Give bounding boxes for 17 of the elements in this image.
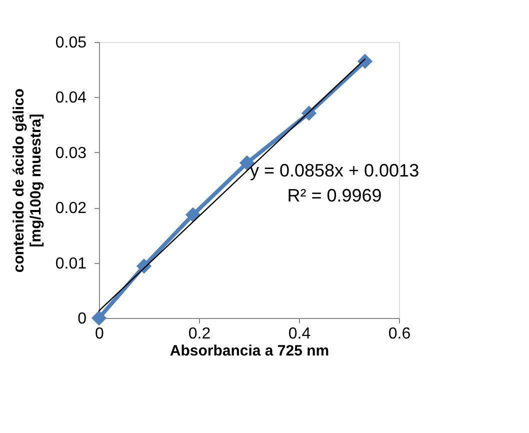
y-tick-label: 0 [78, 310, 87, 328]
y-tick-label: 0.04 [55, 90, 87, 107]
annotation: R² = 0.9969 [287, 186, 382, 206]
x-tick-label: 0.6 [388, 326, 411, 342]
x-tick-label: 0.4 [288, 326, 311, 342]
y-tick-label: 0.03 [55, 144, 87, 162]
point [91, 310, 107, 326]
y-tick-label: 0.05 [55, 34, 87, 52]
x-tick-label: 0 [95, 326, 104, 342]
point [185, 207, 201, 222]
y-tick-label: 0.02 [55, 200, 87, 218]
annotation: y = 0.0858x + 0.0013 [250, 160, 420, 181]
point [357, 54, 373, 69]
x-tick-label: 0.2 [188, 326, 211, 342]
y-axis-title: contenido de ácido gálico [mg/100g muestra] [10, 88, 44, 273]
y-tick-label: 0.01 [55, 255, 87, 272]
x-axis-title: Absorbancia a 725 nm [170, 342, 330, 360]
